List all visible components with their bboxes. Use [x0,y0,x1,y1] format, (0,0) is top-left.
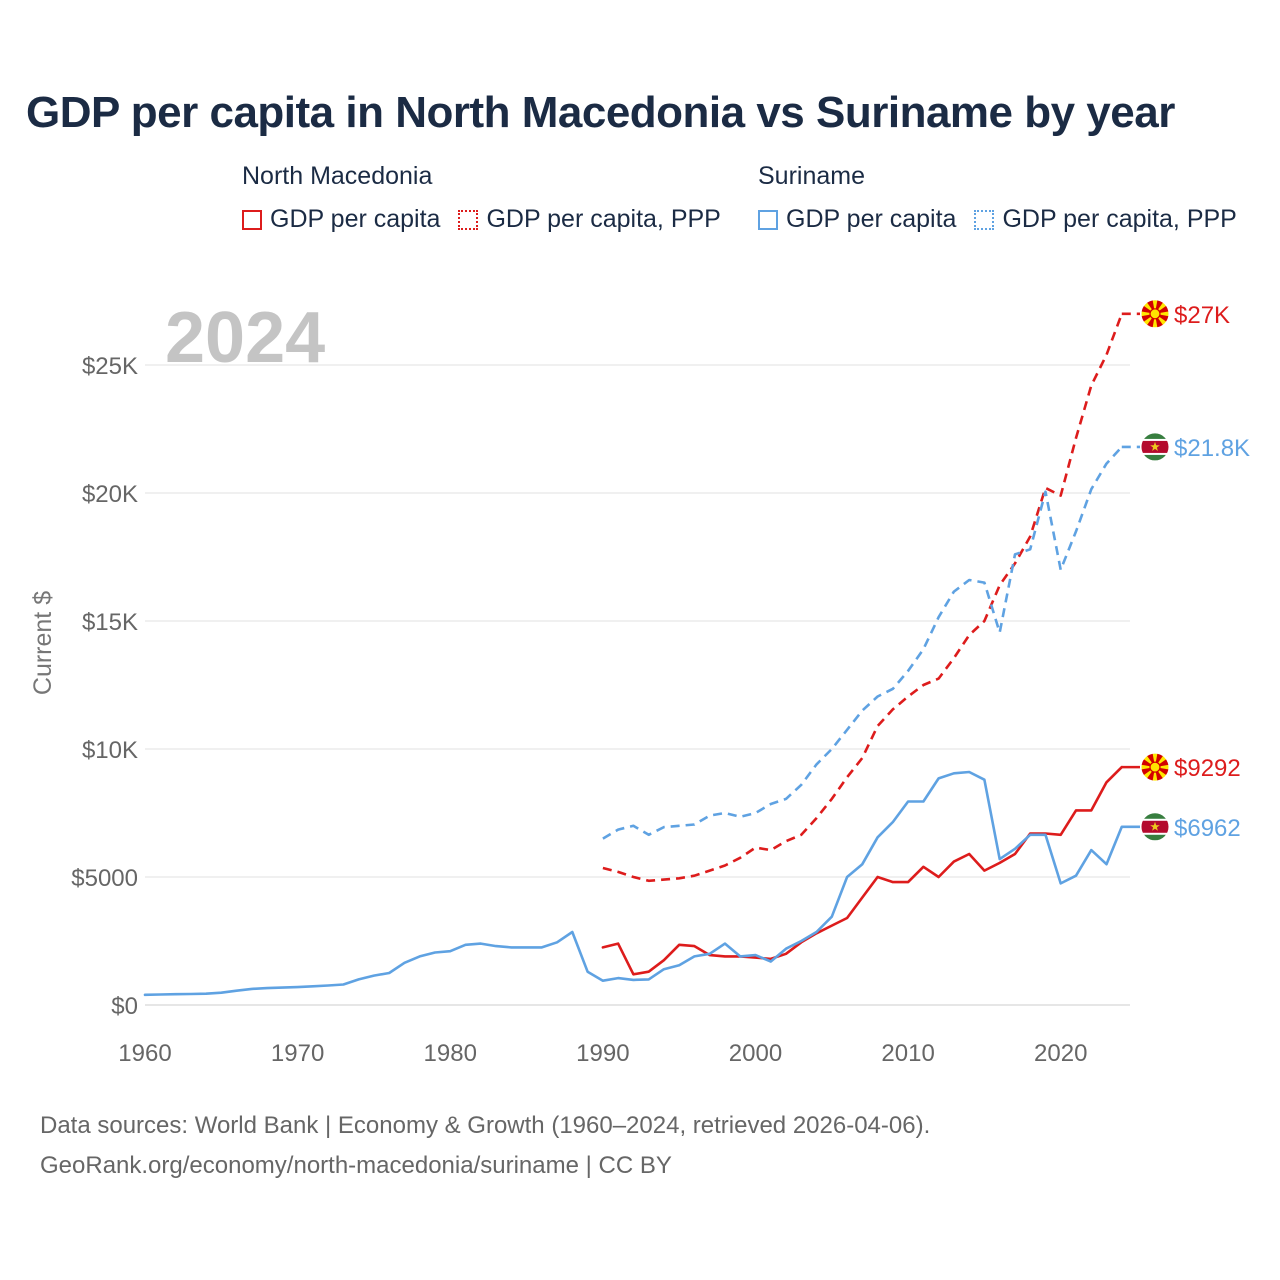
legend-item-mk-gdp-ppp[interactable]: GDP per capita, PPP [458,205,721,234]
legend-item-sr-gdp-ppp[interactable]: GDP per capita, PPP [974,205,1237,234]
flag-body [1141,432,1169,461]
x-tick-label: 2010 [881,1040,934,1067]
legend-north-macedonia: North Macedonia GDP per capita GDP per c… [242,162,739,234]
legend-label: GDP per capita, PPP [1002,205,1237,233]
y-tick-label: $0 [111,993,138,1020]
flag-border [1140,432,1170,462]
y-tick-label: $10K [82,737,138,764]
legend-item-mk-gdp[interactable]: GDP per capita [242,205,440,234]
flag-star [1150,821,1160,831]
end-value-label: $6962 [1174,815,1241,842]
legend-group-name: Suriname [758,162,865,190]
x-tick-label: 2000 [729,1040,782,1067]
series-line [602,446,1123,840]
x-tick-label: 1990 [576,1040,629,1067]
flag-border [1140,299,1170,329]
data-sources: Data sources: World Bank | Economy & Gro… [40,1112,931,1139]
y-tick-label: $20K [82,481,138,508]
series-line [601,765,1124,976]
legend-swatch-solid [242,209,262,230]
legend-swatch-dotted [974,209,995,230]
legend-label: GDP per capita [786,205,957,233]
flag-sun [1149,761,1161,773]
suriname-flag-icon [1140,432,1170,462]
flag-body [1141,812,1169,841]
y-axis-label: Current $ [29,591,57,695]
legend-swatch-dotted [458,209,479,230]
flag-border [1140,812,1170,842]
legend-group-name: North Macedonia [242,162,433,190]
x-tick-label: 1980 [424,1040,477,1067]
y-tick-label: $25K [82,353,138,380]
x-tick-label: 2020 [1034,1040,1087,1067]
chart-title: GDP per capita in North Macedonia vs Sur… [26,88,1175,137]
series-line [602,313,1124,883]
flag-star [1150,441,1160,451]
legend-suriname: Suriname GDP per capita GDP per capita, … [758,162,1255,234]
y-tick-label: $5000 [71,865,138,892]
series-line [143,770,1124,997]
footer: Data sources: World Bank | Economy & Gro… [40,1106,930,1186]
legend-item-sr-gdp[interactable]: GDP per capita [758,205,956,234]
attribution-link[interactable]: GeoRank.org/economy/north-macedonia/suri… [40,1152,672,1179]
legend-label: GDP per capita, PPP [486,205,721,233]
legend-label: GDP per capita [270,205,441,233]
year-watermark: 2024 [165,298,325,378]
legend-swatch-solid [758,209,778,230]
flag-border [1140,752,1170,782]
end-value-label: $27K [1174,302,1230,329]
flag-sun [1149,308,1161,320]
x-tick-label: 1960 [118,1040,171,1067]
suriname-flag-icon [1140,812,1170,842]
x-tick-label: 1970 [271,1040,324,1067]
end-value-label: $21.8K [1174,435,1250,462]
y-tick-label: $15K [82,609,138,636]
end-value-label: $9292 [1174,755,1241,782]
